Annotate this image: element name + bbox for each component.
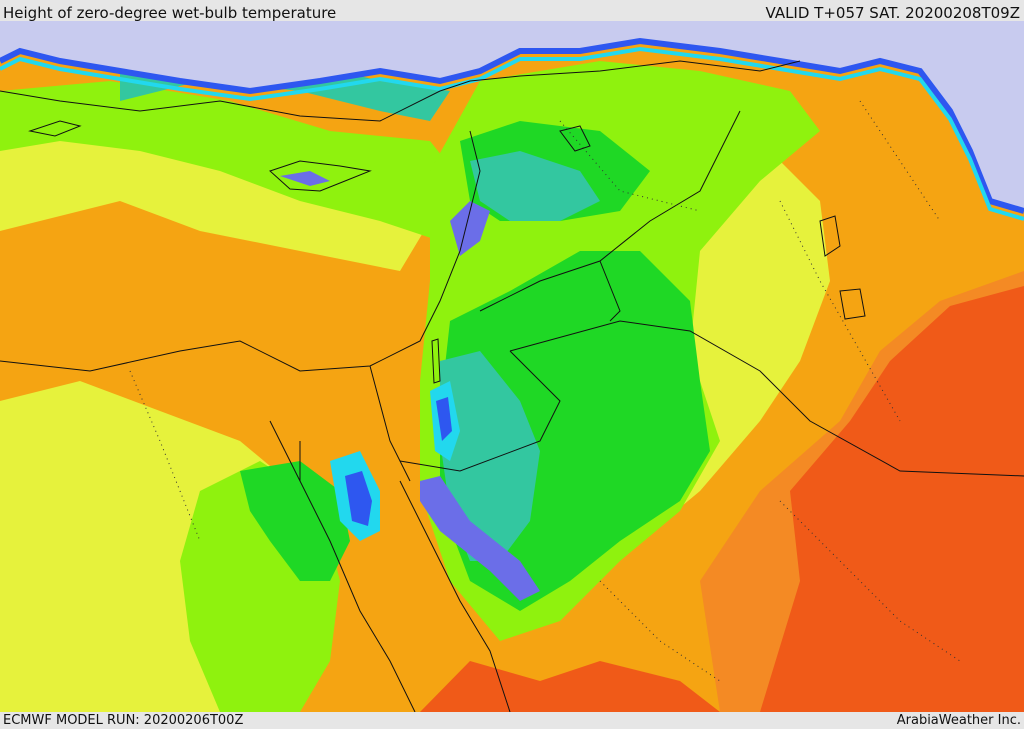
lake-tharthar xyxy=(819,215,841,257)
coastline-red-sea-west xyxy=(269,420,416,712)
coastline-red-sea-east xyxy=(399,480,511,712)
field-yellow-north xyxy=(0,111,430,271)
field-teal-syria xyxy=(470,151,600,221)
borders-layer xyxy=(0,60,1024,712)
field-red-orange-south xyxy=(420,661,720,712)
islands-layer xyxy=(28,120,866,384)
border-jordan-saudi xyxy=(399,350,561,472)
border-egypt-libya xyxy=(369,365,411,482)
forecast-map[interactable] xyxy=(0,21,1024,712)
crete-outline xyxy=(28,120,82,137)
cyprus-outline xyxy=(269,160,372,192)
valid-time: VALID T+057 SAT. 20200208T09Z xyxy=(765,4,1020,22)
field-cold-north xyxy=(0,21,1024,211)
coastline-egypt xyxy=(0,130,481,372)
field-blue-lebanon xyxy=(450,201,490,256)
province-borders-layer xyxy=(129,100,961,682)
lake-razazza xyxy=(839,288,866,320)
border-iraq-saudi xyxy=(599,260,621,322)
border-saudi-jordan xyxy=(509,320,1024,477)
field-blue-saudi xyxy=(420,476,540,601)
credit-text: ArabiaWeather Inc. xyxy=(896,713,1021,728)
field-blue-jordan xyxy=(436,397,452,441)
dead-sea xyxy=(431,338,441,384)
footer-bar: ECMWF MODEL RUN: 20200206T00Z ArabiaWeat… xyxy=(0,712,1024,729)
border-syria-iraq xyxy=(479,110,741,312)
field-blue-north-edge xyxy=(0,37,1024,214)
field-green-sinai xyxy=(240,461,350,581)
field-teal-jordan xyxy=(440,351,540,561)
model-run: ECMWF MODEL RUN: 20200206T00Z xyxy=(3,713,244,728)
field-light-green-north xyxy=(0,81,470,241)
field-blue-cyprus xyxy=(280,171,330,186)
header-bar: Height of zero-degree wet-bulb temperatu… xyxy=(0,0,1024,22)
field-blue-sinai xyxy=(345,471,372,526)
field-red-orange xyxy=(760,286,1024,712)
field-cyan-north-edge xyxy=(0,46,1024,221)
coastline-north xyxy=(0,60,801,122)
lake-assad xyxy=(559,125,591,152)
map-title: Height of zero-degree wet-bulb temperatu… xyxy=(3,4,337,22)
map-canvas xyxy=(0,21,1024,712)
